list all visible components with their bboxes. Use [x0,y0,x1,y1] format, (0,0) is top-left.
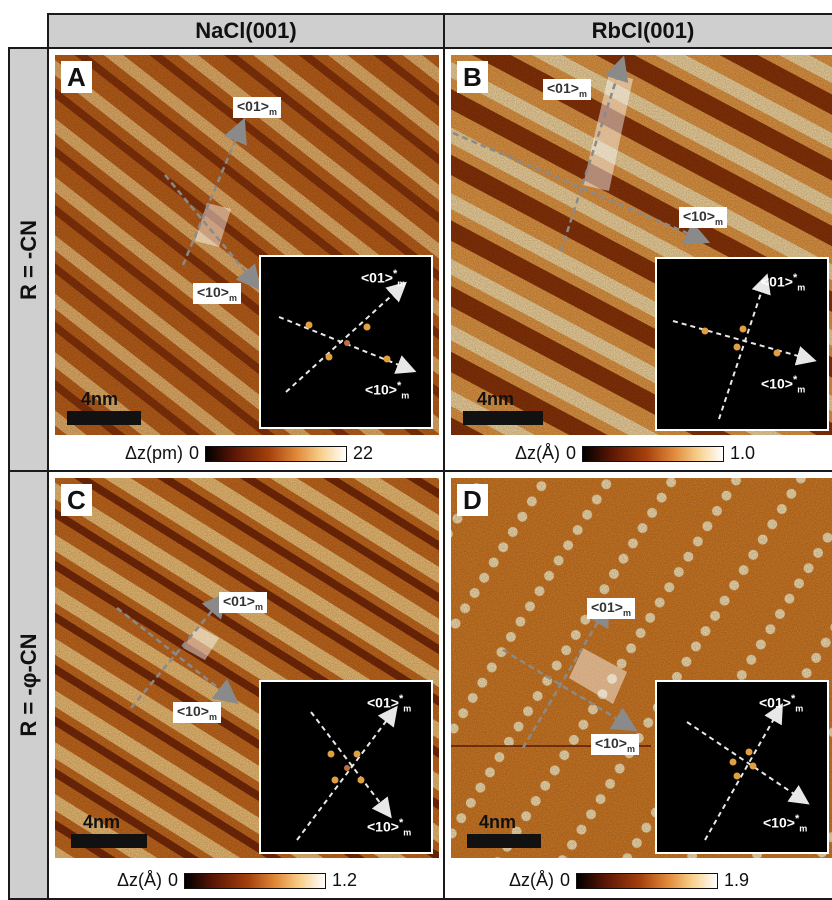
column-header-rbcl: RbCl(001) [443,13,832,49]
panel-a-colorbar: Δz(pm) 0 22 [125,443,373,464]
panel-d-axis-01: <01>m [587,598,635,619]
panel-c-scale-text: 4nm [83,812,121,832]
panel-b-inset-axis-10: <10>*m [761,374,806,395]
row-header-cn: R = -CN [8,47,49,472]
panel-d-colorbar: Δz(Å) 0 1.9 [509,870,749,891]
row-header-phi-cn-text: R = -φ-CN [15,633,41,737]
panel-a-scale-bar [67,411,141,425]
panel-c-axis-01: <01>m [219,592,267,613]
panel-c-cbar-label: Δz(Å) [117,870,163,890]
panel-b-cbar-label: Δz(Å) [515,443,561,463]
panel-d-cbar-label: Δz(Å) [509,870,555,890]
panel-d-cbar-max: 1.9 [724,870,750,890]
panel-b-fft-inset: <01>*m <10>*m [655,257,829,431]
panel-c-axis-10: <10>m [173,702,221,723]
panel-a-scale-text: 4nm [81,389,119,409]
panel-b-scale-text: 4nm [477,389,515,409]
panel-a-axis-10: <10>m [193,283,241,304]
panel-b-label: B [457,61,488,93]
panel-c-scale-bar [71,834,147,848]
panel-a-cell: A <01>m <10>m <01>*m <10>*m 4nm Δz(pm) 0… [47,47,445,472]
panel-b-colorbar: Δz(Å) 0 1.0 [515,443,755,464]
panel-c-cbar-gradient [184,872,327,889]
panel-b-inset-axis-01: <01>*m [761,272,806,293]
panel-b-axis-01: <01>m [543,79,591,100]
panel-a-label: A [61,61,92,93]
panel-c-afm-image: C <01>m <10>m <01>*m <10>*m 4nm [55,478,439,858]
panel-a-cbar-label: Δz(pm) [125,443,184,463]
row-header-cn-text: R = -CN [15,219,41,300]
panel-c-inset-axis-10: <10>*m [367,817,412,838]
panel-c-cbar-min: 0 [168,870,179,890]
panel-a-inset-axis-10: <10>*m [365,380,410,401]
panel-a-afm-image: A <01>m <10>m <01>*m <10>*m 4nm [55,55,439,435]
panel-d-label: D [457,484,488,516]
panel-d-cell: D <01>m <10>m <01>*m <10>*m 4nm Δz(Å) 0 … [443,470,832,900]
panel-c-colorbar: Δz(Å) 0 1.2 [117,870,357,891]
panel-d-inset-axis-10: <10>*m [763,813,808,834]
panel-d-cbar-min: 0 [560,870,571,890]
panel-d-axis-10: <10>m [591,734,639,755]
panel-d-scale-text: 4nm [479,812,517,832]
panel-a-cbar-gradient [205,445,348,462]
panel-b-scale-bar [463,411,543,425]
panel-a-axis-01: <01>m [233,97,281,118]
panel-a-cbar-max: 22 [353,443,374,463]
panel-d-fft-inset: <01>*m <10>*m [655,680,829,854]
panel-b-cbar-gradient [582,445,725,462]
panel-c-cbar-max: 1.2 [332,870,358,890]
row-header-phi-cn: R = -φ-CN [8,470,49,900]
panel-c-fft-inset: <01>*m <10>*m [259,680,433,854]
column-header-nacl-text: NaCl(001) [195,18,297,43]
panel-d-inset-axis-01: <01>*m [759,693,804,714]
panel-a-cbar-min: 0 [189,443,200,463]
panel-a-fft-inset: <01>*m <10>*m [259,255,433,429]
panel-d-afm-image: D <01>m <10>m <01>*m <10>*m 4nm [451,478,832,858]
column-header-nacl: NaCl(001) [47,13,445,49]
panel-c-cell: C <01>m <10>m <01>*m <10>*m 4nm Δz(Å) 0 … [47,470,445,900]
panel-d-scale-bar [467,834,541,848]
panel-b-afm-image: B <01>m <10>m <01>*m <10>*m 4nm [451,55,832,435]
panel-c-inset-axis-01: <01>*m [367,693,412,714]
panel-b-cbar-min: 0 [566,443,577,463]
panel-c-label: C [61,484,92,516]
panel-b-cell: B <01>m <10>m <01>*m <10>*m 4nm Δz(Å) 0 … [443,47,832,472]
panel-b-axis-10: <10>m [679,207,727,228]
column-header-rbcl-text: RbCl(001) [591,18,695,43]
panel-b-cbar-max: 1.0 [730,443,756,463]
panel-d-cbar-gradient [576,872,719,889]
panel-a-inset-axis-01: <01>*m [361,268,406,289]
